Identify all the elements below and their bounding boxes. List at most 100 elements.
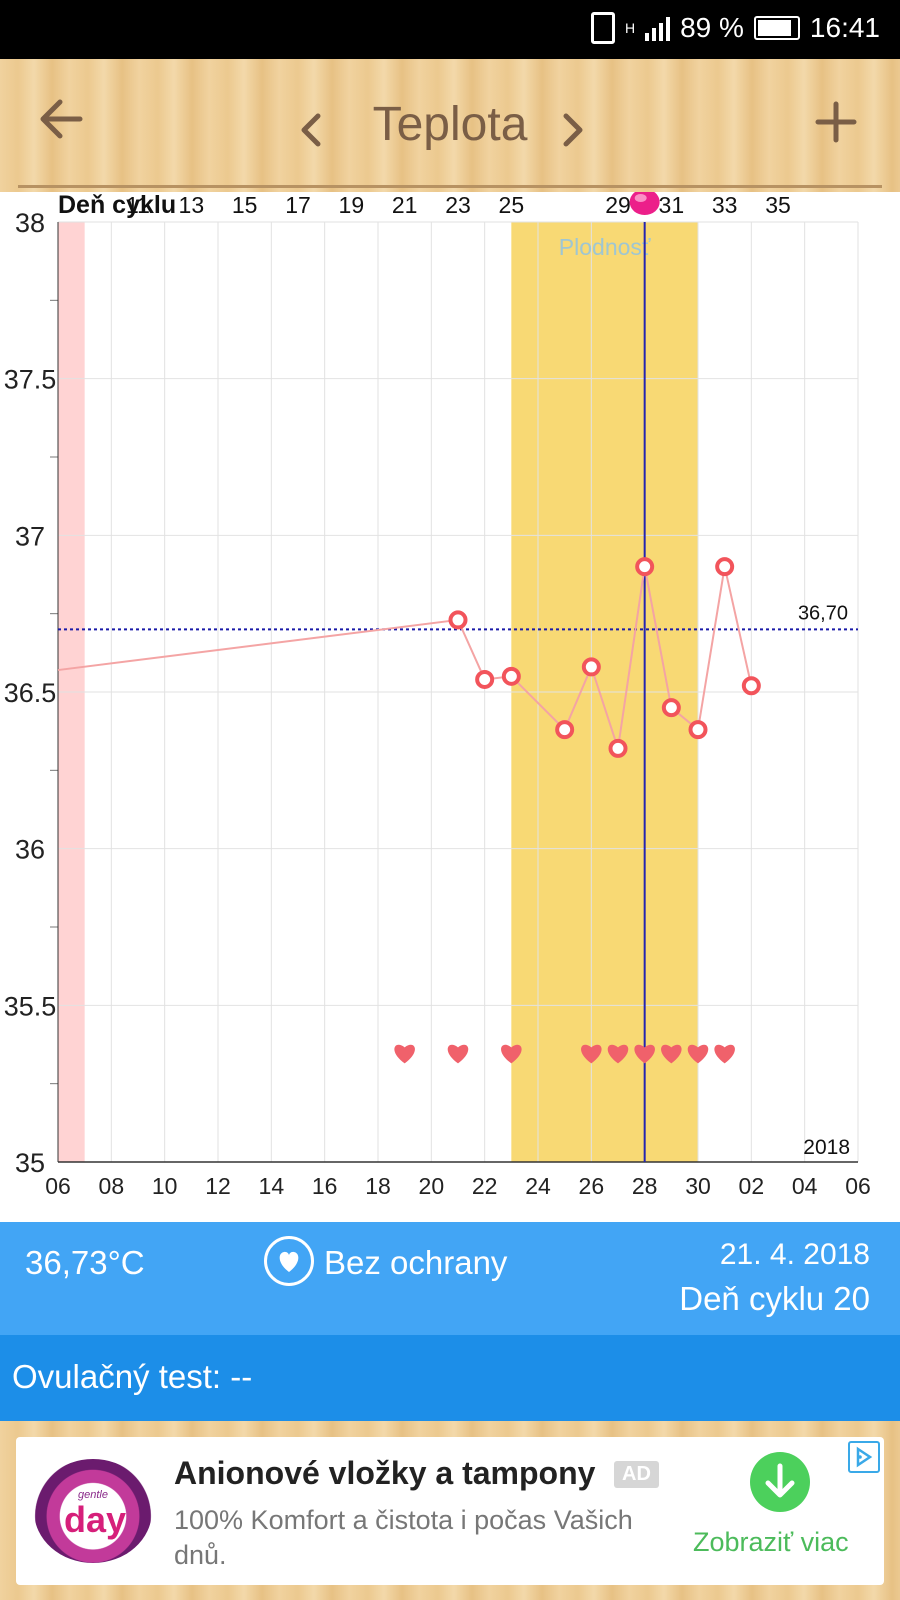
y-tick-label: 37 [15, 521, 45, 551]
temperature-point[interactable] [581, 657, 601, 677]
temperature-point[interactable] [715, 557, 735, 577]
download-icon [765, 1463, 795, 1498]
intercourse-heart-icon [501, 1044, 522, 1064]
battery-percent: 89 % [680, 12, 744, 43]
temperature-point[interactable] [688, 720, 708, 740]
y-tick-label: 37.5 [4, 365, 57, 395]
plus-icon [815, 101, 857, 143]
cycle-day: Deň cyklu 20 [679, 1280, 870, 1317]
x-tick-label: 14 [259, 1173, 285, 1199]
temperature-point[interactable] [448, 610, 468, 630]
temperature-point[interactable] [661, 698, 681, 718]
intercourse-heart-icon [687, 1044, 709, 1064]
chevron-right-icon [563, 113, 583, 147]
chevron-left-icon [301, 113, 321, 147]
x-tick-label: 18 [365, 1173, 391, 1199]
ad-brand-name: day [64, 1499, 127, 1540]
vibrate-icon [590, 12, 615, 44]
cycle-day-axis-label: Deň cyklu [58, 192, 176, 219]
cycle-day-tick-label: 29 [605, 192, 631, 218]
intercourse-heart-icon [634, 1044, 655, 1064]
temperature-point[interactable] [501, 666, 521, 686]
back-button[interactable] [38, 95, 84, 151]
cycle-day-tick-label: 23 [445, 192, 471, 218]
temperature-point[interactable] [555, 720, 575, 740]
x-tick-label: 12 [205, 1173, 231, 1199]
cycle-day-tick-label: 19 [339, 192, 365, 218]
adchoices-icon[interactable] [848, 1441, 880, 1473]
temperature-line [57, 566, 753, 749]
previous-cycle-button[interactable] [298, 101, 324, 157]
add-button[interactable] [814, 97, 858, 153]
cycle-day-tick-label: 33 [712, 192, 738, 218]
signal-icon [645, 15, 671, 41]
y-tick-label: 38 [15, 208, 45, 238]
temperature-point[interactable] [635, 557, 655, 577]
intercourse-heart-icon [661, 1044, 682, 1064]
temperature-point[interactable] [608, 738, 628, 758]
x-tick-label: 20 [419, 1173, 445, 1199]
ad-banner: gentle day Anionové vložky a tampony AD … [0, 1421, 900, 1600]
ad-description: 100% Komfort a čistota i počas Vašich dn… [174, 1505, 633, 1570]
y-tick-label: 36.5 [4, 678, 57, 708]
coverline-label: 36,70 [798, 602, 848, 624]
x-tick-label: 22 [472, 1173, 498, 1199]
x-tick-label: 30 [685, 1173, 711, 1199]
cycle-day-tick-label: 15 [232, 192, 258, 218]
x-tick-label: 08 [99, 1173, 125, 1199]
cycle-day-tick-label: 21 [392, 192, 418, 218]
intercourse-heart-icon [447, 1044, 469, 1064]
protection-icon [264, 1236, 314, 1286]
temperature-point[interactable] [475, 669, 495, 689]
next-cycle-button[interactable] [560, 101, 586, 157]
x-tick-label: 16 [312, 1173, 338, 1199]
clock: 16:41 [809, 12, 880, 43]
x-tick-label: 02 [739, 1173, 765, 1199]
arrow-left-icon [40, 99, 83, 139]
page-title: Teplota [372, 98, 528, 151]
x-tick-label: 06 [845, 1173, 871, 1199]
ad-download-button[interactable] [750, 1452, 810, 1512]
ad-cta-button[interactable]: Zobraziť viac [693, 1527, 849, 1557]
x-tick-label: 26 [579, 1173, 605, 1199]
x-tick-label: 10 [152, 1173, 178, 1199]
x-tick-label: 24 [525, 1173, 551, 1199]
status-bar: H 89 % 16:41 [0, 0, 900, 59]
ad-badge: AD [614, 1461, 659, 1488]
ad-brand-logo: gentle day [34, 1459, 152, 1563]
fertile-label: Plodnosť [559, 234, 651, 260]
temperature-point[interactable] [741, 676, 761, 696]
intercourse-heart-icon [581, 1044, 602, 1064]
intercourse-heart-icon [714, 1044, 735, 1064]
y-tick-label: 35.5 [4, 991, 57, 1021]
day-info-bar[interactable]: 36,73°C Bez ochrany 21. 4. 2018 Deň cykl… [0, 1222, 900, 1335]
app-header: Teplota [0, 59, 900, 192]
ad-brand-small: gentle [78, 1489, 108, 1501]
cycle-day-tick-label: 35 [765, 192, 791, 218]
cycle-day-tick-label: 13 [179, 192, 205, 218]
ovulation-test-bar[interactable]: Ovulačný test: -- [0, 1335, 900, 1421]
intercourse-heart-icon [607, 1044, 629, 1064]
battery-icon [753, 16, 800, 40]
ad-title: Anionové vložky a tampony [174, 1455, 596, 1491]
selected-day-marker-highlight [634, 194, 647, 202]
y-tick-label: 35 [15, 1148, 45, 1178]
x-tick-label: 06 [45, 1173, 71, 1199]
cycle-day-tick-label: 17 [285, 192, 311, 218]
cycle-day-tick-label: 25 [499, 192, 525, 218]
ad-card[interactable]: gentle day Anionové vložky a tampony AD … [16, 1437, 884, 1585]
y-tick-label: 36 [15, 835, 45, 865]
intercourse-heart-icon [394, 1044, 415, 1064]
ovulation-test-label: Ovulačný test: -- [12, 1358, 253, 1395]
cycle-day-tick-label: 31 [659, 192, 685, 218]
selected-date: 21. 4. 2018 [719, 1238, 870, 1271]
year-label: 2018 [803, 1136, 850, 1159]
x-tick-label: 04 [792, 1173, 818, 1199]
protection-status: Bez ochrany [324, 1244, 508, 1281]
network-type: H [624, 20, 636, 36]
cycle-day-tick-label: 11 [126, 192, 150, 218]
temperature-value: 36,73°C [25, 1244, 145, 1281]
heart-circle-icon [279, 1251, 299, 1272]
header-divider [18, 185, 882, 188]
